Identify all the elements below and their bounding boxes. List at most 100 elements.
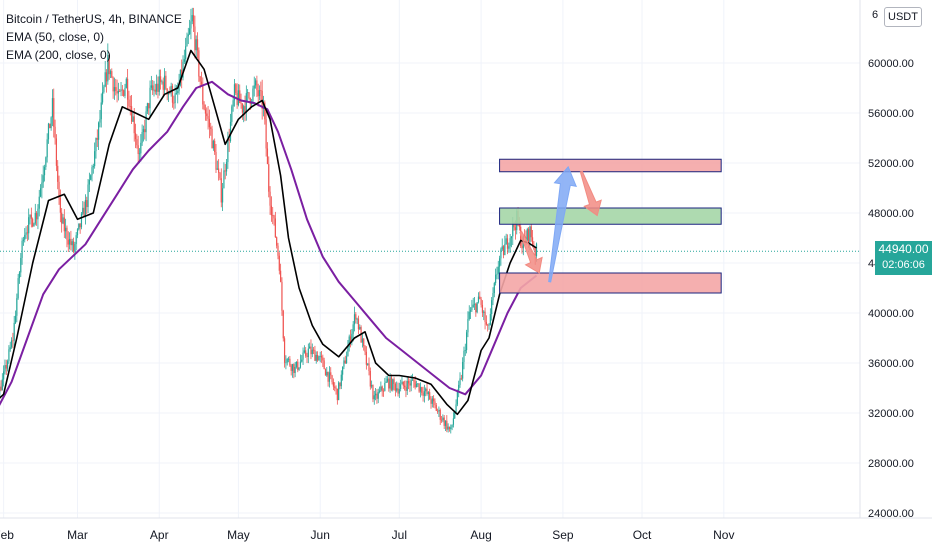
candle-body bbox=[270, 205, 272, 216]
candle-body bbox=[291, 364, 294, 371]
candle-body bbox=[467, 319, 469, 333]
ema200-layer bbox=[0, 80, 538, 406]
candle-body bbox=[194, 26, 196, 51]
candle-body bbox=[59, 197, 61, 213]
candle-body bbox=[66, 227, 68, 240]
zone-red-0[interactable] bbox=[499, 158, 722, 173]
candle-body bbox=[229, 121, 232, 141]
candle-body bbox=[485, 321, 487, 325]
candle-body bbox=[479, 296, 481, 300]
candle-body bbox=[237, 90, 240, 105]
candle-body bbox=[100, 102, 102, 120]
candle-body bbox=[404, 385, 406, 388]
candle-body bbox=[25, 232, 27, 235]
candle-body bbox=[177, 91, 179, 93]
candle-body bbox=[481, 304, 484, 313]
candle-body bbox=[534, 248, 536, 257]
y-tick-label: 52000.00 bbox=[868, 158, 914, 170]
x-tick-label: Jun bbox=[311, 528, 330, 542]
zone-red-2[interactable] bbox=[499, 272, 722, 294]
arrow-red-0[interactable] bbox=[519, 230, 543, 274]
candle-body bbox=[112, 77, 114, 92]
candle-body bbox=[508, 246, 510, 249]
arrow-blue-1[interactable] bbox=[548, 165, 578, 283]
zones-layer[interactable] bbox=[499, 158, 722, 294]
bar-countdown: 02:06:06 bbox=[882, 259, 925, 271]
candle-body bbox=[475, 303, 477, 313]
candle-body bbox=[240, 103, 242, 104]
candle-body bbox=[458, 384, 460, 391]
candle-body bbox=[235, 84, 237, 94]
currency-button[interactable]: USDT bbox=[884, 7, 922, 27]
candle-body bbox=[397, 388, 399, 394]
legend-symbol[interactable]: Bitcoin / TetherUS, 4h, BINANCE bbox=[6, 12, 182, 26]
candle-body bbox=[319, 355, 321, 357]
candle-body bbox=[86, 200, 88, 208]
candle-body bbox=[505, 238, 507, 245]
candle-body bbox=[36, 213, 38, 220]
last-price-tag: 44940.00 02:06:06 bbox=[875, 241, 932, 275]
y-tick-label: 48000.00 bbox=[868, 208, 914, 220]
candle-body bbox=[190, 21, 192, 29]
candle-body bbox=[290, 365, 292, 371]
candle-body bbox=[373, 395, 375, 400]
zone-green-1[interactable] bbox=[499, 207, 722, 225]
candle-body bbox=[269, 191, 271, 206]
candle-body bbox=[220, 178, 222, 203]
candle-body bbox=[285, 362, 287, 364]
candle-body bbox=[129, 106, 131, 107]
candle-body bbox=[436, 410, 439, 412]
candle-body bbox=[127, 78, 129, 100]
candle-body bbox=[385, 381, 387, 384]
candle-body bbox=[287, 358, 290, 360]
candle-body bbox=[487, 324, 489, 326]
candle-body bbox=[149, 87, 151, 109]
candle-body bbox=[444, 420, 447, 426]
candle-body bbox=[302, 352, 304, 360]
candle-body bbox=[241, 103, 243, 113]
arrows-layer[interactable] bbox=[519, 165, 602, 283]
candle-body bbox=[476, 302, 478, 313]
candle-body bbox=[192, 15, 195, 27]
candle-body bbox=[347, 346, 349, 357]
candle-body bbox=[512, 223, 514, 237]
candle-body bbox=[306, 355, 308, 358]
candle-body bbox=[170, 85, 172, 94]
candle-body bbox=[153, 89, 155, 91]
candle-body bbox=[76, 229, 79, 236]
candle-body bbox=[392, 379, 394, 390]
candle-body bbox=[124, 87, 126, 96]
candle-body bbox=[332, 382, 334, 387]
candle-body bbox=[513, 223, 515, 228]
grid-layer bbox=[0, 0, 860, 518]
candle-body bbox=[57, 165, 59, 182]
candle-body bbox=[492, 293, 494, 301]
candle-body bbox=[75, 235, 77, 245]
x-tick-label: Oct bbox=[633, 528, 652, 542]
candle-body bbox=[12, 340, 14, 342]
candle-body bbox=[439, 409, 441, 420]
candle-body bbox=[144, 129, 146, 133]
candle-body bbox=[272, 215, 274, 217]
candle-body bbox=[266, 148, 269, 165]
arrow-red-2[interactable] bbox=[579, 170, 602, 217]
candle-body bbox=[5, 365, 7, 369]
time-axis-bg bbox=[0, 518, 932, 550]
legend-ema200[interactable]: EMA (200, close, 0) bbox=[6, 48, 111, 62]
legend-ema50[interactable]: EMA (50, close, 0) bbox=[6, 30, 105, 44]
candle-body bbox=[156, 83, 158, 92]
candle-body bbox=[326, 371, 328, 376]
candle-body bbox=[199, 76, 201, 82]
candle-body bbox=[231, 106, 233, 122]
candle-body bbox=[393, 379, 395, 384]
candle-body bbox=[249, 98, 251, 104]
x-tick-label: Nov bbox=[713, 528, 734, 542]
candle-body bbox=[510, 236, 513, 239]
candle-body bbox=[206, 113, 208, 117]
candle-body bbox=[427, 392, 429, 395]
candle-body bbox=[303, 350, 305, 353]
candle-body bbox=[101, 92, 104, 103]
candle-body bbox=[501, 246, 503, 250]
candle-body bbox=[417, 383, 419, 385]
